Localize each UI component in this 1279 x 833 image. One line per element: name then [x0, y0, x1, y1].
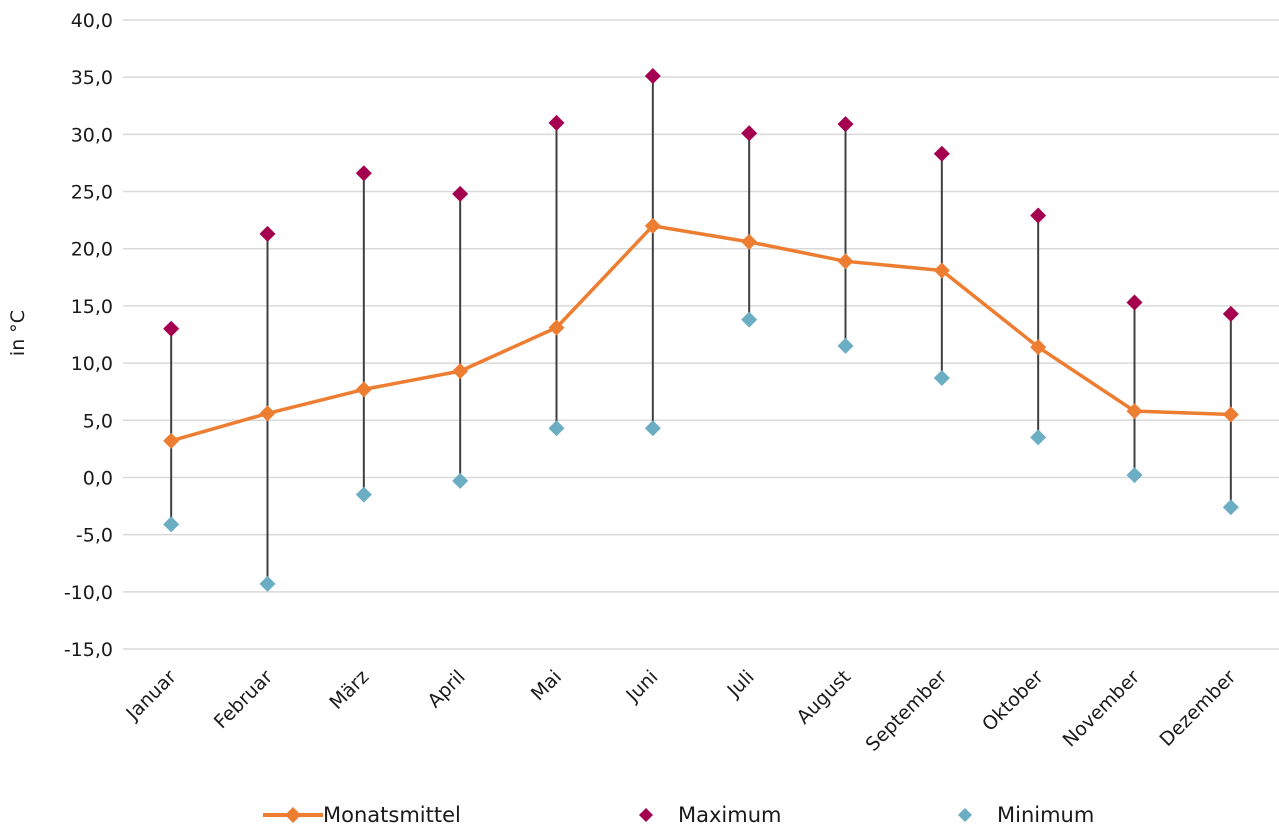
maximum-point [644, 68, 661, 85]
minimum-point [259, 575, 276, 592]
maximum-point [1126, 294, 1143, 311]
x-tick-label: Februar [210, 666, 277, 733]
monatsmittel-point [1126, 403, 1143, 420]
maximum-point [163, 320, 180, 337]
y-axis-label: in °C [7, 310, 29, 356]
legend-item-minimum: Minimum [958, 803, 1094, 827]
x-tick-label: Januar [121, 666, 180, 725]
y-tick-label: -5,0 [76, 525, 113, 547]
minimum-point [355, 486, 372, 503]
legend-label-maximum: Maximum [678, 803, 781, 827]
x-tick-label: März [325, 666, 373, 714]
monatsmittel-point [355, 381, 372, 398]
monatsmittel-line [170, 224, 1231, 443]
maximum-point [1030, 207, 1047, 224]
y-tick-label: 5,0 [83, 410, 113, 432]
y-tick-label: 20,0 [71, 239, 113, 261]
minimum-point [452, 472, 469, 489]
monatsmittel-point [837, 253, 854, 270]
legend-label-minimum: Minimum [997, 803, 1094, 827]
minimum-point [933, 369, 950, 386]
y-tick-label: 30,0 [71, 124, 113, 146]
maximum-series [163, 68, 1239, 337]
legend-marker-monatsmittel [285, 807, 301, 823]
monatsmittel-point [741, 233, 758, 250]
minimum-point [644, 420, 661, 437]
maximum-point [259, 225, 276, 242]
y-tick-label: 25,0 [71, 182, 113, 204]
y-tick-label: -10,0 [64, 582, 113, 604]
monatsmittel-point [644, 217, 661, 234]
minimum-series [163, 311, 1239, 592]
x-tick-label: Mai [527, 666, 566, 705]
minimum-point [1126, 467, 1143, 484]
minimum-point [837, 337, 854, 354]
legend-item-maximum: Maximum [639, 803, 781, 827]
minimum-point [548, 420, 565, 437]
y-tick-label: 0,0 [83, 467, 113, 489]
maximum-point [837, 116, 854, 133]
monatsmittel-point [548, 319, 565, 336]
x-tick-label: September [862, 666, 952, 756]
legend-marker-minimum [958, 808, 972, 822]
x-tick-label: November [1059, 666, 1145, 752]
maximum-point [452, 185, 469, 202]
monatsmittel-point [163, 432, 180, 449]
minimum-point [1222, 499, 1239, 516]
y-tick-label: 35,0 [71, 67, 113, 89]
x-tick-label: Dezember [1155, 666, 1240, 751]
monatsmittel-point [452, 363, 469, 380]
legend-label-monatsmittel: Monatsmittel [323, 803, 461, 827]
x-tick-labels: Januar Februar März April Mai Juni Juli August S… [121, 666, 1240, 756]
y-tick-label: -15,0 [64, 639, 113, 661]
y-tick-labels: -15,0 -10,0 -5,0 0,0 5,0 10,0 15,0 20,0 25,0 30,0… [64, 10, 113, 661]
legend: Monatsmittel Maximum Minimum [263, 803, 1094, 827]
minimum-point [741, 311, 758, 328]
maximum-point [1222, 305, 1239, 322]
legend-marker-maximum [639, 808, 653, 822]
minimum-point [1030, 429, 1047, 446]
maximum-point [741, 125, 758, 142]
monatsmittel-point [259, 405, 276, 422]
legend-item-monatsmittel: Monatsmittel [263, 803, 461, 827]
x-tick-label: August [792, 666, 855, 729]
x-tick-label: Juni [621, 666, 662, 707]
monatsmittel-point [1222, 406, 1239, 423]
range-lines [170, 76, 1232, 584]
monatsmittel-point [1030, 339, 1047, 356]
x-tick-label: April [423, 666, 469, 712]
y-tick-label: 15,0 [71, 296, 113, 318]
monatsmittel-point [933, 262, 950, 279]
y-tick-label: 40,0 [71, 10, 113, 32]
maximum-point [548, 114, 565, 131]
x-tick-label: Juli [722, 666, 758, 702]
maximum-point [355, 165, 372, 182]
monatsmittel-series [163, 217, 1239, 449]
x-tick-label: Oktober [978, 666, 1048, 736]
minimum-point [163, 516, 180, 533]
maximum-point [933, 145, 950, 162]
gridlines [123, 19, 1279, 650]
y-tick-label: 10,0 [71, 353, 113, 375]
